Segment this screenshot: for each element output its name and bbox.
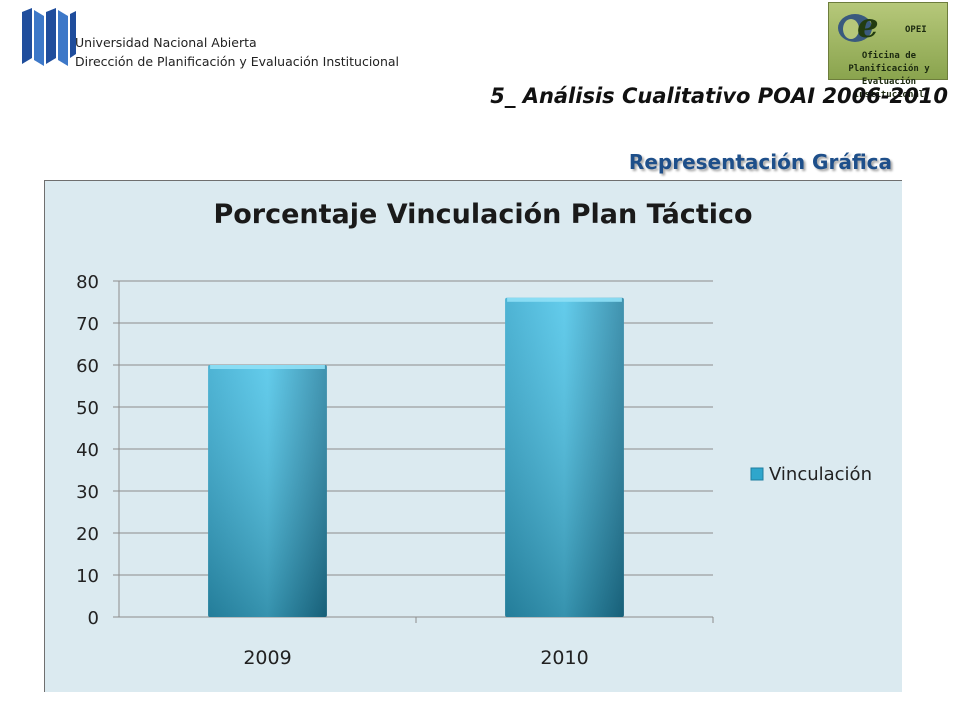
y-tick-label: 30 [76,482,99,503]
y-tick-label: 80 [76,272,99,293]
bar-shade [208,365,327,617]
bar [208,365,327,617]
department-name: Dirección de Planificación y Evaluación … [75,54,400,69]
chart-title: Porcentaje Vinculación Plan Táctico [213,199,752,230]
y-tick-label: 20 [76,524,99,545]
bar-top-highlight [507,297,622,302]
opei-full-name-line: Evaluación Institucional [853,77,925,100]
x-tick-label: 2010 [540,647,588,669]
legend-swatch [750,467,764,481]
opei-logo: e OPEI Oficina de Planificación y Evalua… [828,2,948,100]
legend-label: Vinculación [769,464,872,485]
opei-full-name-line: Oficina de Planificación y [848,51,930,74]
svg-text:e: e [857,7,879,46]
una-logo-icon [22,8,76,66]
bar-shade [505,297,624,617]
slide-title: 5_ Análisis Cualitativo POAI 2006-2010 [490,84,948,108]
bar-top-highlight [210,365,325,369]
chart-area: Porcentaje Vinculación Plan Táctico 0 10 2… [44,180,902,692]
opei-emblem-icon: e [838,7,879,46]
opei-full-name: Oficina de Planificación y Evaluación In… [833,50,945,102]
y-tick-label: 50 [76,398,99,419]
organization-name: Universidad Nacional Abierta Dirección d… [75,33,399,71]
legend-item: Vinculación [750,464,872,485]
university-name: Universidad Nacional Abierta [75,35,257,50]
section-subtitle: Representación Gráfica [628,150,892,174]
y-tick-label: 40 [76,440,99,461]
y-tick-label: 10 [76,566,99,587]
bar-chart: Porcentaje Vinculación Plan Táctico 0 10 2… [76,199,872,669]
bar [505,297,624,617]
x-tick-label: 2009 [243,647,291,669]
y-tick-label: 70 [76,314,99,335]
y-tick-label: 0 [88,608,99,629]
y-tick-label: 60 [76,356,99,377]
opei-abbreviation: OPEI [905,25,927,35]
